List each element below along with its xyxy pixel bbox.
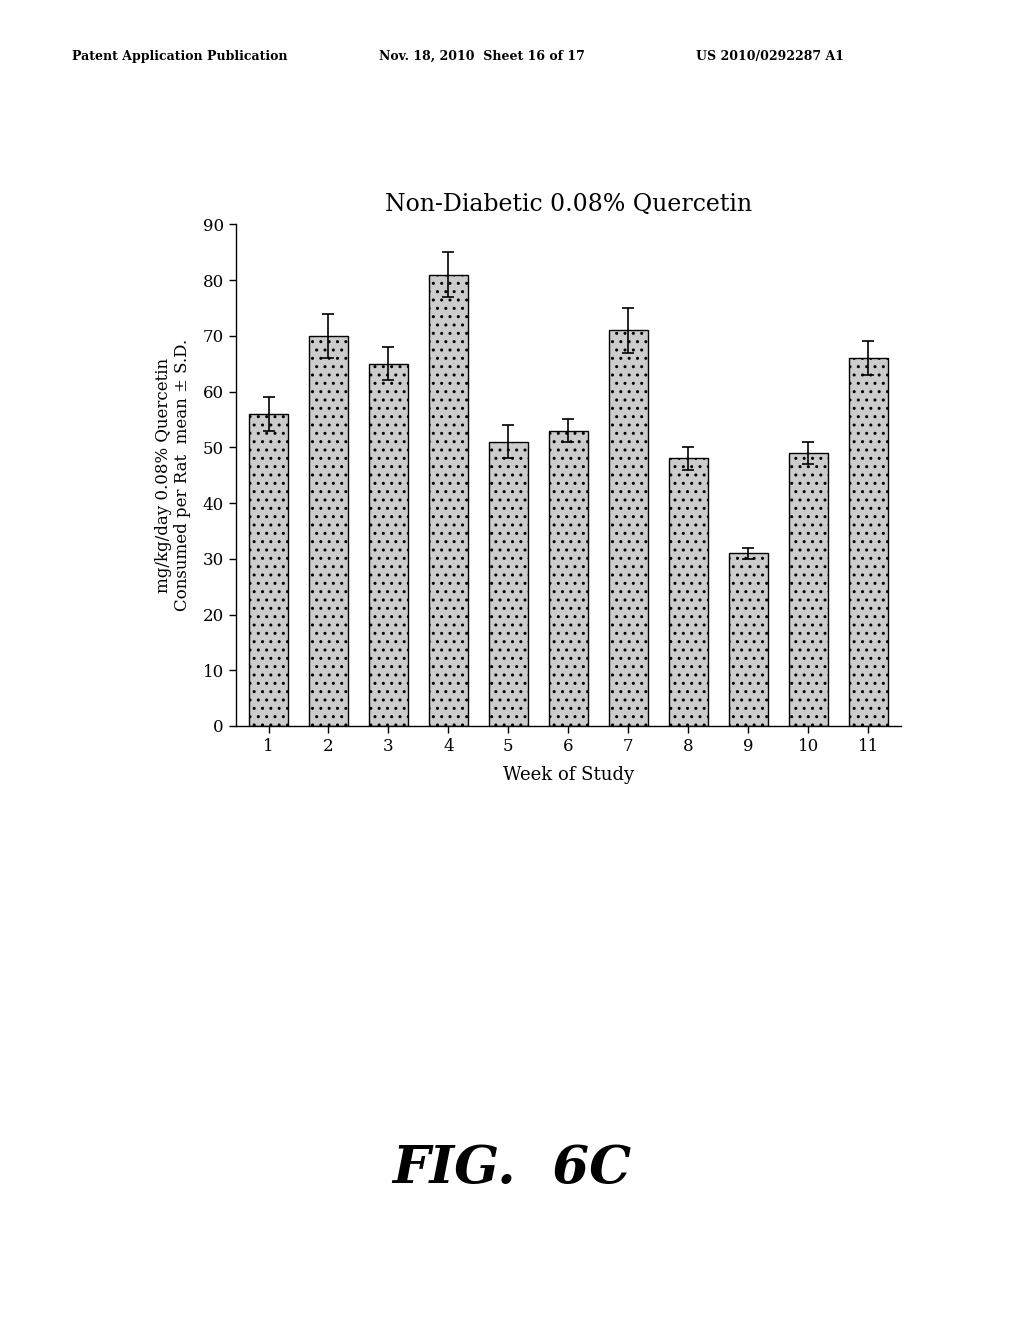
Bar xyxy=(849,358,888,726)
Bar xyxy=(369,364,408,726)
Text: Patent Application Publication: Patent Application Publication xyxy=(72,50,287,63)
Y-axis label: mg/kg/day 0.08% Quercetin
Consumed per Rat  mean ± S.D.: mg/kg/day 0.08% Quercetin Consumed per R… xyxy=(155,339,191,611)
Text: FIG.  6C: FIG. 6C xyxy=(392,1143,632,1193)
Text: US 2010/0292287 A1: US 2010/0292287 A1 xyxy=(696,50,845,63)
Bar xyxy=(488,442,527,726)
Bar xyxy=(309,335,348,726)
Bar xyxy=(429,275,468,726)
Bar xyxy=(788,453,827,726)
Bar xyxy=(669,458,708,726)
Bar xyxy=(729,553,768,726)
Text: Nov. 18, 2010  Sheet 16 of 17: Nov. 18, 2010 Sheet 16 of 17 xyxy=(379,50,585,63)
X-axis label: Week of Study: Week of Study xyxy=(503,766,634,784)
Title: Non-Diabetic 0.08% Quercetin: Non-Diabetic 0.08% Quercetin xyxy=(385,193,752,215)
Bar xyxy=(609,330,648,726)
Bar xyxy=(249,414,288,726)
Bar xyxy=(549,430,588,726)
